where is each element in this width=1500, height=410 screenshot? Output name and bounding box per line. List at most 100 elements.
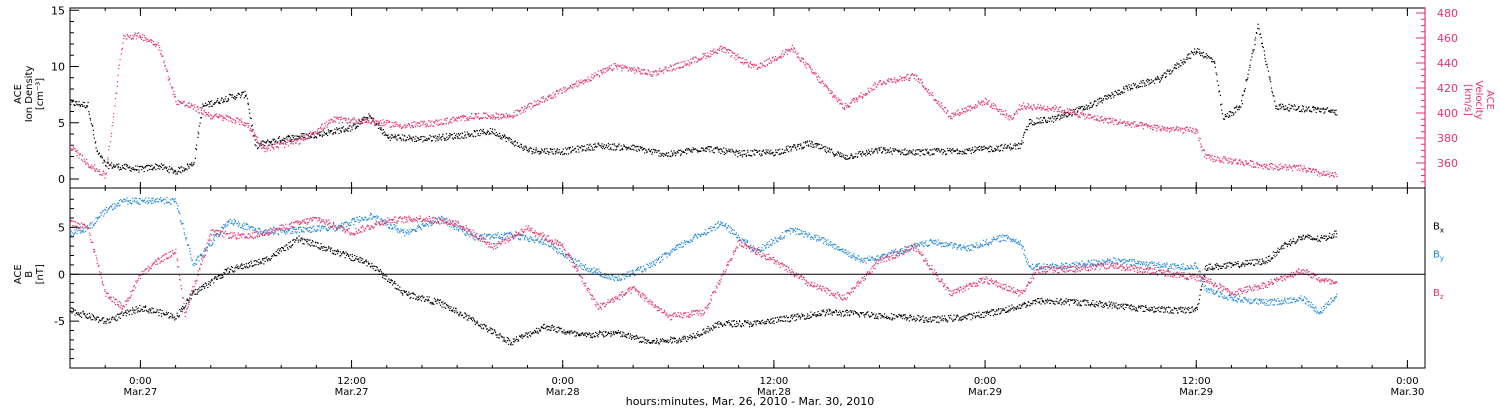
velocity-point xyxy=(819,81,821,83)
ion-density-point xyxy=(684,151,686,154)
velocity-point xyxy=(84,160,86,162)
ion-density-point xyxy=(658,150,660,152)
ion-density-point xyxy=(330,130,332,132)
bx-point xyxy=(562,332,564,334)
bx-point xyxy=(397,284,399,286)
bx-point xyxy=(362,262,364,264)
velocity-point xyxy=(175,100,177,102)
bx-point xyxy=(443,306,445,308)
ion-density-point xyxy=(868,152,870,154)
velocity-point xyxy=(850,102,852,104)
velocity-point xyxy=(831,92,833,94)
velocity-point xyxy=(750,63,753,65)
velocity-point xyxy=(1103,122,1105,124)
velocity-point xyxy=(590,79,592,82)
velocity-point xyxy=(224,117,226,120)
ion-density-point xyxy=(79,105,81,107)
velocity-point xyxy=(923,85,925,87)
bx-point xyxy=(264,260,266,262)
ion-density-point xyxy=(811,142,813,144)
ion-density-point xyxy=(428,138,430,140)
velocity-point xyxy=(414,126,416,128)
bx-point xyxy=(400,290,402,292)
ion-density-point xyxy=(657,150,659,152)
velocity-point xyxy=(1226,159,1228,161)
ion-density-point xyxy=(438,136,440,138)
velocity-point xyxy=(484,113,486,115)
velocity-point xyxy=(798,57,800,59)
bx-point xyxy=(389,279,391,281)
ion-density-point xyxy=(571,149,573,152)
ion-density-point xyxy=(108,168,110,170)
velocity-point xyxy=(326,126,328,128)
velocity-point xyxy=(1009,116,1011,118)
ion-density-point xyxy=(1043,116,1046,118)
ion-density-point xyxy=(114,166,116,168)
velocity-point xyxy=(697,60,699,62)
ion-density-point xyxy=(1305,106,1307,108)
ion-density-point xyxy=(529,147,532,149)
ion-density-point xyxy=(1106,98,1108,100)
ion-density-point xyxy=(764,152,766,154)
ion-density-point xyxy=(917,149,919,151)
ion-density-point xyxy=(716,146,718,148)
ion-density-point xyxy=(1104,94,1106,97)
bx-point xyxy=(547,325,550,328)
ion-density-point xyxy=(927,153,930,155)
bx-point xyxy=(202,286,204,288)
velocity-point xyxy=(516,114,518,116)
ion-density-point xyxy=(1078,108,1080,110)
ion-density-point xyxy=(498,135,500,138)
velocity-point xyxy=(1225,158,1227,160)
bx-point xyxy=(133,311,135,313)
ion-density-point xyxy=(794,144,796,146)
ion-density-point xyxy=(1221,113,1223,115)
bx-point xyxy=(158,312,160,314)
velocity-point xyxy=(1010,117,1012,119)
ion-density-point xyxy=(336,127,338,129)
velocity-point xyxy=(1250,160,1252,162)
bx-point xyxy=(527,332,530,334)
bx-point xyxy=(196,289,198,291)
ion-density-point xyxy=(464,135,466,137)
velocity-point xyxy=(921,81,923,83)
ion-density-point xyxy=(1090,106,1092,109)
velocity-point xyxy=(307,135,309,137)
velocity-point xyxy=(1216,156,1218,158)
bx-point xyxy=(521,334,523,336)
velocity-point xyxy=(535,104,537,107)
ion-density-point xyxy=(852,157,854,159)
ion-density-point xyxy=(786,149,788,151)
ion-density-point xyxy=(341,127,343,129)
velocity-point xyxy=(172,86,174,88)
velocity-point xyxy=(352,119,354,121)
ion-density-point xyxy=(602,146,605,148)
ion-density-point xyxy=(760,153,763,155)
velocity-point xyxy=(478,117,480,119)
velocity-point xyxy=(1101,119,1103,121)
velocity-point xyxy=(914,74,916,76)
ion-density-point xyxy=(971,149,973,151)
velocity-point xyxy=(1272,169,1274,171)
velocity-point xyxy=(1221,161,1223,163)
velocity-point xyxy=(752,63,754,65)
velocity-point xyxy=(908,79,910,81)
velocity-point xyxy=(290,143,292,145)
velocity-point xyxy=(874,83,876,85)
ion-density-point xyxy=(341,127,343,129)
velocity-point xyxy=(1170,127,1172,129)
ion-density-point xyxy=(101,156,103,158)
bx-point xyxy=(220,277,222,279)
ion-density-point xyxy=(947,150,949,152)
velocity-point xyxy=(826,85,828,87)
velocity-point xyxy=(1164,128,1166,130)
ion-density-point xyxy=(942,153,944,155)
ion-density-point xyxy=(895,148,897,150)
velocity-point xyxy=(553,96,555,98)
bx-point xyxy=(445,307,447,309)
ion-density-point xyxy=(589,143,591,145)
ion-density-point xyxy=(1003,145,1006,147)
ion-density-point xyxy=(798,143,800,145)
ion-density-point xyxy=(348,125,350,127)
ion-density-point xyxy=(692,149,694,151)
